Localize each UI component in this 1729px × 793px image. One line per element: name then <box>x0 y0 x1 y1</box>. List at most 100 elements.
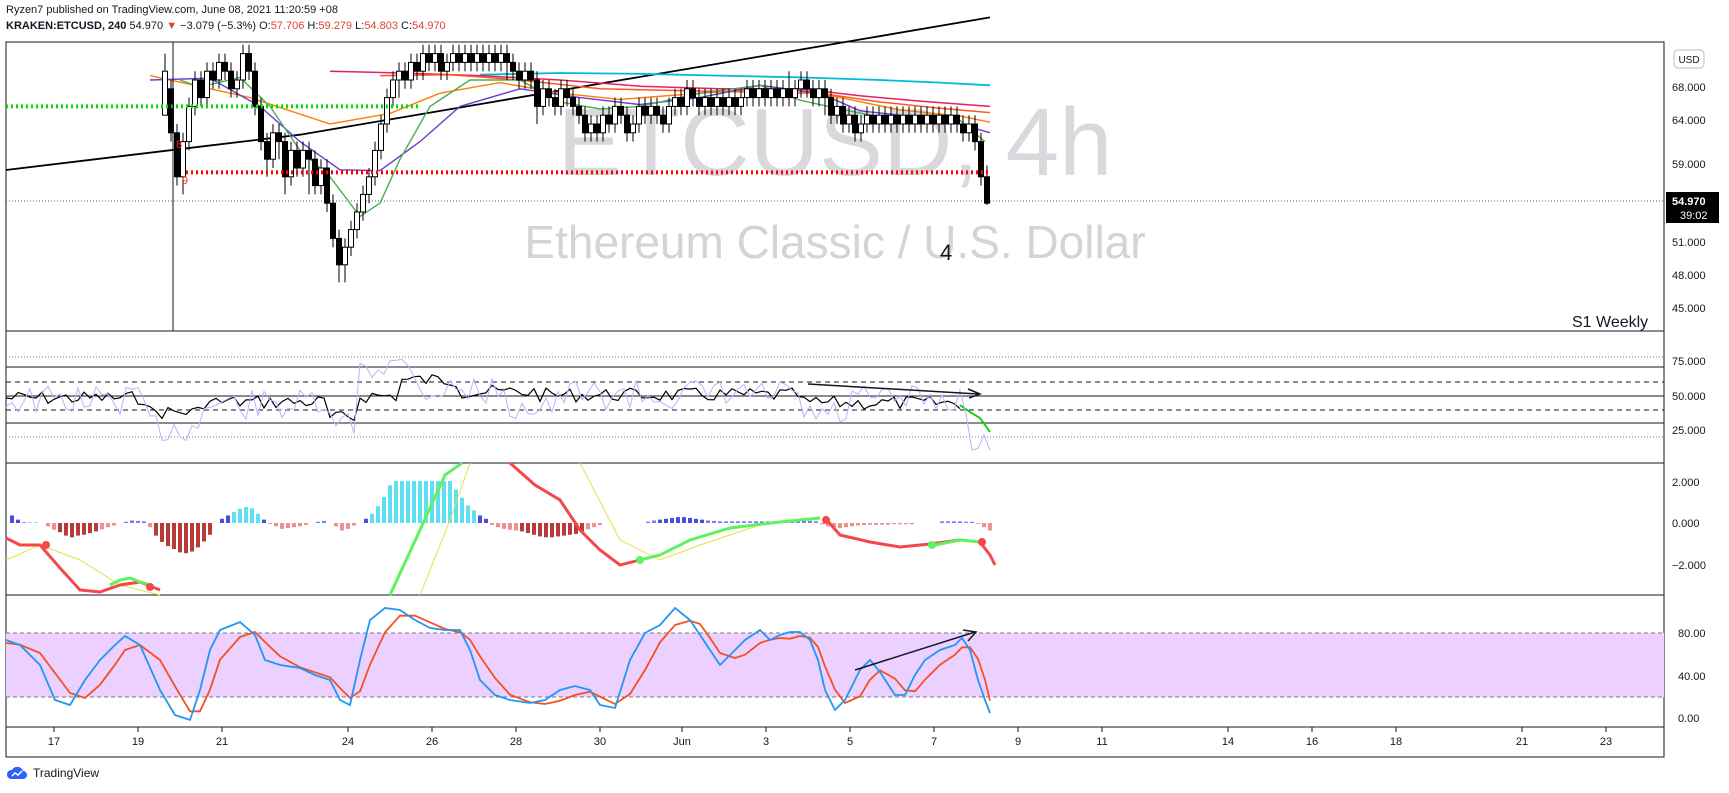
macd-hist-bar <box>202 523 206 542</box>
macd-hist-bar <box>988 523 992 531</box>
time-tick-label: 17 <box>48 736 60 748</box>
candle-body <box>594 123 600 134</box>
macd-hist-bar <box>946 521 950 523</box>
candle-body <box>468 53 474 63</box>
candle-body <box>840 105 846 125</box>
macd-hist-bar <box>760 521 764 523</box>
candle-body <box>240 53 246 81</box>
macd-signal-mid <box>579 462 821 561</box>
candle-body <box>876 114 882 125</box>
candle-body <box>732 97 738 107</box>
candle-body <box>522 70 528 81</box>
time-tick-label: 7 <box>931 736 937 748</box>
high-label: H: <box>307 20 319 32</box>
candle-body <box>198 79 204 99</box>
macd-cross-dot <box>42 541 50 549</box>
candle-body <box>798 79 804 90</box>
macd-hist-bar <box>70 523 74 538</box>
rsi-secondary-line <box>5 358 991 451</box>
macd-hist-bar <box>688 517 692 523</box>
macd-hist-bar <box>22 522 26 523</box>
macd-hist-bar <box>970 521 974 523</box>
rsi-lines <box>5 358 991 451</box>
candle-body <box>192 79 198 107</box>
macd-hist-bar <box>172 523 176 550</box>
candle-body <box>930 114 936 125</box>
macd-hist-bar <box>526 523 530 534</box>
price-axis[interactable]: USD 68.000 64.000 59.000 51.000 48.000 4… <box>1666 49 1719 725</box>
macd-tick-neg2: −2.000 <box>1672 560 1706 572</box>
macd-hist-bar <box>910 523 914 525</box>
macd-hist-bar <box>130 520 134 523</box>
candle-body <box>672 97 678 107</box>
candle-body <box>858 123 864 134</box>
macd-hist-bar <box>736 521 740 523</box>
macd-hist-bar <box>898 523 902 525</box>
macd-hist-bar <box>700 519 704 523</box>
candle-body <box>648 105 654 116</box>
candle-body <box>348 229 354 248</box>
candle-body <box>324 167 330 204</box>
stoch-d-line <box>5 614 991 713</box>
currency-badge[interactable] <box>1673 49 1705 69</box>
macd-hist-bar <box>868 523 872 525</box>
macd-hist-bar <box>394 481 398 523</box>
macd-hist-bar <box>154 523 158 536</box>
time-tick-label: 21 <box>216 736 228 748</box>
macd-hist-bar <box>694 518 698 523</box>
candle-body <box>768 88 774 99</box>
candle-body <box>726 97 732 107</box>
macd-hist-bar <box>574 523 578 534</box>
candle-body <box>684 88 690 107</box>
macd-hist-bar <box>166 523 170 547</box>
price-tick-1: 64.000 <box>1672 115 1706 127</box>
stoch-arrowhead <box>962 629 978 642</box>
candle-body <box>570 97 576 107</box>
candle-body <box>474 53 480 63</box>
macd-hist-bar <box>712 520 716 523</box>
close-value: 54.970 <box>129 20 164 32</box>
td-count-8: 8 <box>176 139 182 151</box>
candle-body <box>966 123 972 134</box>
time-axis[interactable]: 17 19 21 24 26 28 30 Jun 3 5 7 9 11 14 16 18 21 23 <box>48 727 1612 748</box>
macd-hist-bar <box>664 518 668 523</box>
macd-hist-bar <box>550 523 554 538</box>
candle-body <box>228 70 234 90</box>
macd-hist-bar <box>892 523 896 525</box>
candle-body <box>222 61 228 72</box>
chart-canvas[interactable]: ETCUSD, 4h Ethereum Classic / U.S. Dolla… <box>0 0 1729 760</box>
last-price-badge <box>1666 192 1719 223</box>
macd-hist-bar <box>442 481 446 523</box>
macd-hist-bar <box>124 521 128 523</box>
macd-hist-bar <box>46 523 50 527</box>
candle-body <box>306 149 312 160</box>
time-tick-label: 18 <box>1390 736 1402 748</box>
low-label: L: <box>355 20 365 32</box>
time-tick-label: 14 <box>1222 736 1234 748</box>
candle-body <box>318 167 324 187</box>
tradingview-brand: TradingView <box>33 766 100 780</box>
macd-hist-bar <box>472 510 476 523</box>
candle-body <box>402 70 408 81</box>
candle-body <box>582 114 588 134</box>
candle-body <box>942 114 948 125</box>
stoch-tick-40: 40.00 <box>1678 671 1706 683</box>
stoch-divergence-arrow <box>854 631 976 671</box>
tradingview-footer[interactable]: TradingView <box>6 766 99 780</box>
candle-body <box>912 114 918 125</box>
candle-body <box>186 105 192 143</box>
candle-body <box>342 246 348 266</box>
macd-hist-bar <box>802 520 806 523</box>
rsi-tick-50: 50.000 <box>1672 391 1706 403</box>
macd-hist-bar <box>838 523 842 529</box>
time-tick-label: 16 <box>1306 736 1318 748</box>
macd-hist-bar <box>364 518 368 523</box>
macd-cross-dot <box>928 541 936 549</box>
macd-hist-bar <box>850 523 854 527</box>
macd-hist-bar <box>478 515 482 523</box>
macd-hist-bar <box>940 521 944 523</box>
price-tick-5: 48.000 <box>1672 270 1706 282</box>
candle-body <box>576 105 582 116</box>
candle-body <box>822 88 828 99</box>
macd-hist-bar <box>832 523 836 528</box>
